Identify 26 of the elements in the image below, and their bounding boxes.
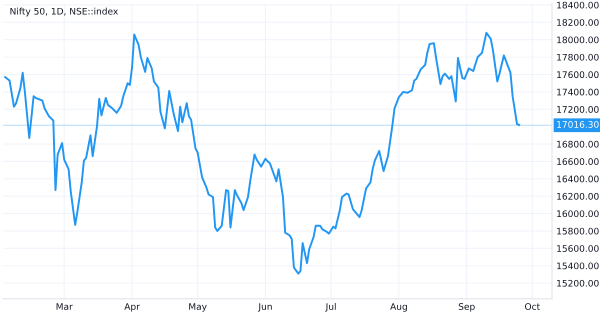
x-tick-label: Jun: [258, 303, 272, 312]
ref-line-label: 17016.30: [557, 121, 599, 128]
x-tick-label: Oct: [525, 303, 540, 310]
y-tick-label: 18000.00: [557, 36, 599, 44]
y-tick-label: 16400.00: [557, 176, 599, 182]
chart-title: Nifty 50, 1D, NSE::index: [10, 8, 118, 16]
y-tick-label: 17200.00: [557, 106, 599, 113]
x-tick-label: Apr: [124, 303, 140, 312]
y-tick-label: 17600.00: [557, 71, 599, 78]
y-tick-label: 17400.00: [557, 88, 599, 96]
y-tick-label: 18200.00: [557, 19, 599, 26]
y-tick-label: 17800.00: [557, 54, 599, 61]
y-tick-label: 15200.00: [557, 280, 599, 287]
y-tick-label: 15800.00: [557, 228, 599, 235]
y-tick-label: 15400.00: [557, 262, 599, 270]
y-tick-label: 16600.00: [557, 158, 599, 165]
y-tick-label: 18400.00: [557, 2, 599, 9]
y-tick-label: 15600.00: [557, 245, 599, 252]
y-tick-label: 16000.00: [557, 210, 599, 218]
x-tick-label: Sep: [458, 303, 475, 312]
x-tick-label: Aug: [390, 303, 407, 312]
x-tick-label: Jul: [325, 302, 336, 312]
x-tick-label: Mar: [56, 303, 73, 310]
y-tick-label: 16800.00: [557, 140, 599, 148]
y-tick-label: 16200.00: [557, 192, 599, 200]
x-tick-label: May: [189, 303, 207, 312]
